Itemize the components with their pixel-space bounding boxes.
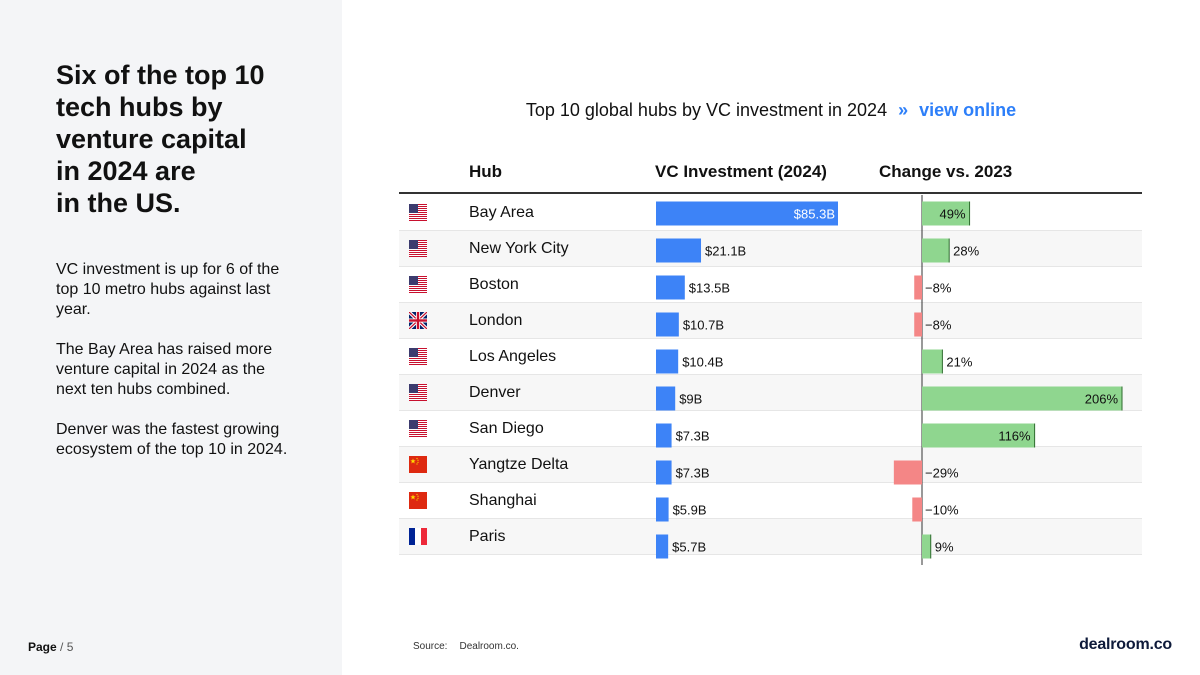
hub-name: Paris [469, 528, 506, 545]
headline: Six of the top 10 tech hubs by venture c… [56, 60, 265, 218]
table-row: Yangtze Delta [399, 447, 1142, 483]
us-flag-icon [409, 348, 427, 365]
dealroom-logo: dealroom.co [1079, 636, 1172, 653]
source-value: Dealroom.co. [459, 641, 519, 652]
table-row: London [399, 303, 1142, 339]
header-rule [399, 192, 1142, 194]
us-flag-icon [409, 276, 427, 293]
page-number: / 5 [60, 640, 74, 654]
hub-name: Bay Area [469, 204, 534, 221]
cn-flag-icon [409, 456, 427, 473]
hub-name: Shanghai [469, 492, 537, 509]
hub-name: San Diego [469, 420, 544, 437]
us-flag-icon [409, 384, 427, 401]
table-row: San Diego [399, 411, 1142, 447]
us-flag-icon [409, 420, 427, 437]
page-label: Page [28, 640, 57, 654]
table-row: Shanghai [399, 483, 1142, 519]
fr-flag-icon [409, 528, 427, 545]
table-row: Boston [399, 267, 1142, 303]
table-body: Bay Area New York City Boston London Los… [399, 195, 1142, 555]
cn-flag-icon [409, 492, 427, 509]
source-label: Source: [413, 641, 448, 652]
left-panel: Six of the top 10 tech hubs by venture c… [0, 0, 342, 675]
table-row: Paris [399, 519, 1142, 555]
view-online-link[interactable]: view online [919, 100, 1017, 120]
table-row: Denver [399, 375, 1142, 411]
source-note: Source: Dealroom.co. [413, 641, 519, 652]
hub-name: Yangtze Delta [469, 456, 569, 473]
hub-name: Los Angeles [469, 348, 557, 365]
column-header-hub: Hub [469, 162, 503, 181]
column-header-investment: VC Investment (2024) [655, 162, 827, 181]
paragraph: Denver was the fastest growing ecosystem… [56, 421, 288, 458]
paragraph: VC investment is up for 6 of the top 10 … [56, 261, 280, 318]
us-flag-icon [409, 204, 427, 221]
column-header-change: Change vs. 2023 [879, 162, 1013, 181]
table-title-text: Top 10 global hubs by VC investment in 2… [525, 100, 888, 120]
hub-name: Boston [469, 276, 519, 293]
table-title: Top 10 global hubs by VC investment in 2… [400, 100, 1142, 121]
table-row: Los Angeles [399, 339, 1142, 375]
us-flag-icon [409, 240, 427, 257]
page-indicator: Page / 5 [28, 640, 73, 654]
body-texts: VC investment is up for 6 of the top 10 … [56, 260, 296, 480]
table-row: New York City [399, 231, 1142, 267]
hub-name: London [469, 312, 523, 329]
chevron-right-icon: » [898, 100, 909, 120]
uk-flag-icon [409, 312, 427, 329]
hub-name: Denver [469, 384, 521, 401]
table-row: Bay Area [399, 195, 1142, 231]
hub-name: New York City [469, 240, 569, 257]
paragraph: The Bay Area has raised more venture cap… [56, 341, 273, 398]
